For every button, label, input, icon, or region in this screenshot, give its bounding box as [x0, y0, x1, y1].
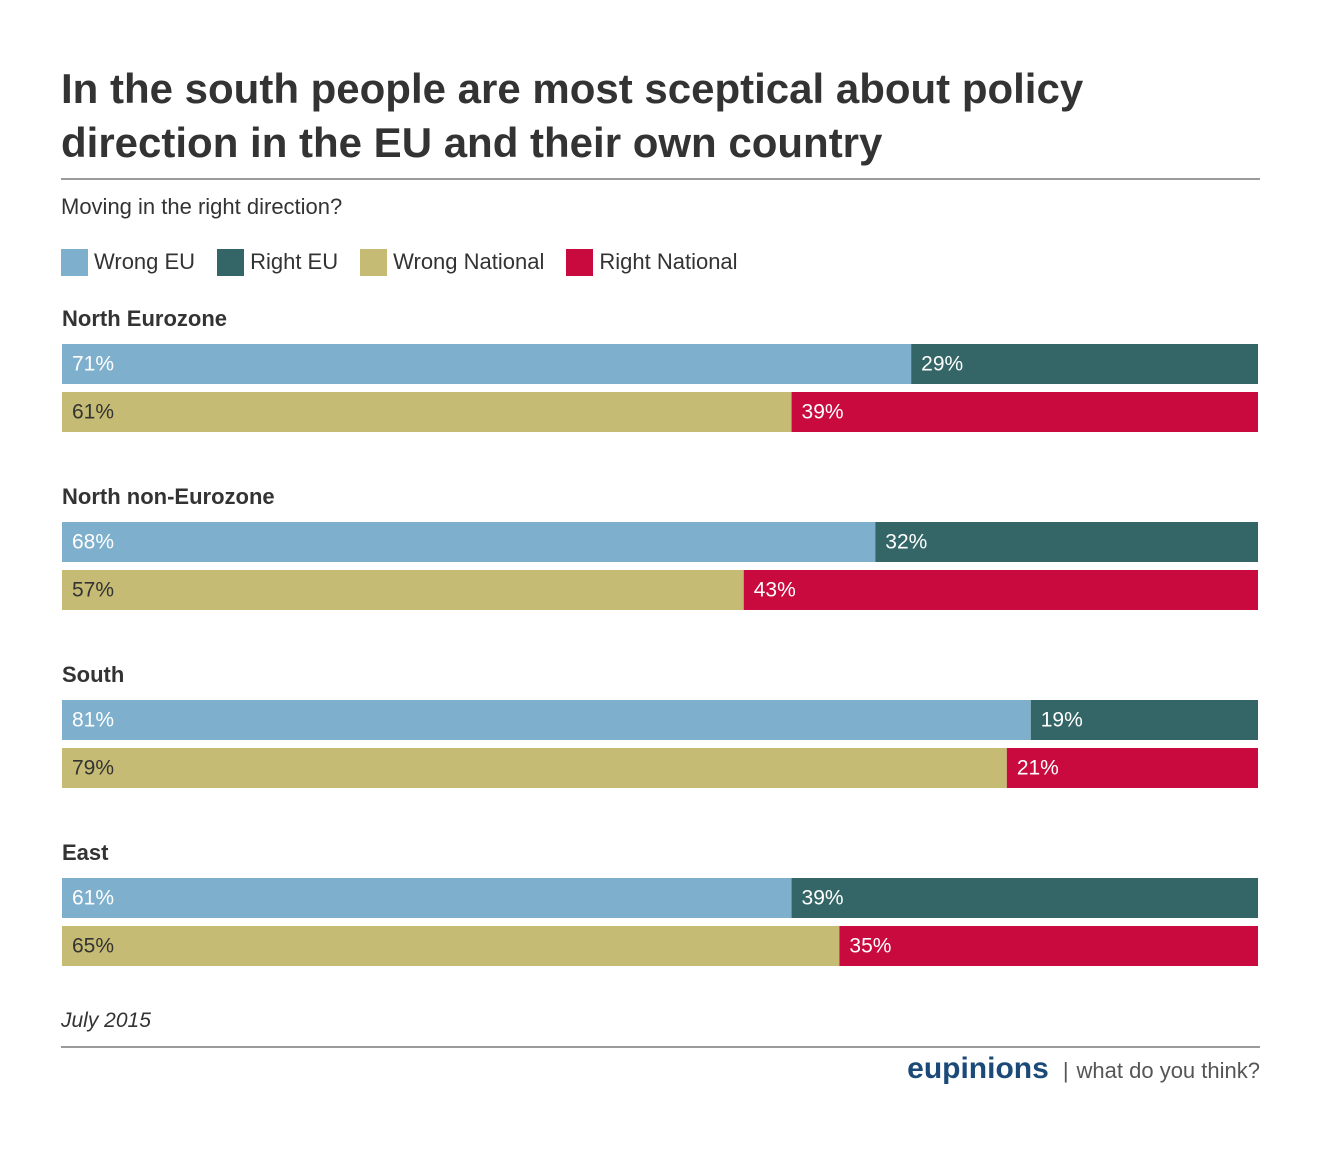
data-label-north-non-eurozone-wrong-eu: 68%: [72, 531, 114, 554]
data-label-north-eurozone-right-national: 39%: [802, 401, 844, 424]
legend-item-wrong-national: Wrong National: [360, 248, 545, 276]
bar-north-non-eurozone-wrong-eu: [62, 522, 876, 562]
data-label-east-wrong-national: 65%: [72, 935, 114, 958]
footer-divider: [61, 1046, 1260, 1048]
data-label-south-right-national: 21%: [1017, 757, 1059, 780]
data-label-north-non-eurozone-right-national: 43%: [754, 579, 796, 602]
bar-south-right-eu: [1030, 700, 1258, 740]
bar-north-non-eurozone-right-eu: [875, 522, 1258, 562]
bar-north-eurozone-wrong-eu: [62, 344, 912, 384]
legend-swatch-wrong-eu: [61, 248, 88, 276]
brand-logo: eupinions: [907, 1052, 1049, 1085]
footer-tagline: what do you think?: [1076, 1058, 1260, 1083]
data-label-north-non-eurozone-right-eu: 32%: [885, 531, 927, 554]
data-label-east-right-national: 35%: [849, 935, 891, 958]
bar-east-right-national: [839, 926, 1258, 966]
legend-swatch-wrong-national: [360, 248, 388, 276]
data-label-north-eurozone-wrong-eu: 71%: [72, 353, 114, 376]
data-label-east-right-eu: 39%: [802, 887, 844, 910]
legend-label-right-national: Right National: [599, 249, 738, 274]
legend-label-right-eu: Right EU: [250, 249, 339, 274]
legend-label-wrong-national: Wrong National: [393, 249, 545, 274]
legend-item-right-national: Right National: [566, 248, 738, 276]
chart-title: In the south people are most sceptical a…: [61, 65, 1084, 166]
bar-east-wrong-eu: [62, 878, 792, 918]
data-label-east-wrong-eu: 61%: [72, 887, 114, 910]
data-label-north-eurozone-wrong-national: 61%: [72, 401, 114, 424]
bar-north-eurozone-right-eu: [911, 344, 1258, 384]
group-label-south: South: [62, 662, 124, 687]
bar-north-eurozone-right-national: [791, 392, 1258, 432]
legend-label-wrong-eu: Wrong EU: [94, 249, 196, 274]
legend-item-right-eu: Right EU: [217, 248, 339, 276]
data-label-south-wrong-national: 79%: [72, 757, 114, 780]
data-label-north-eurozone-right-eu: 29%: [921, 353, 963, 376]
bar-east-wrong-national: [62, 926, 840, 966]
stacked-bar-chart: North Eurozone 71% 29% 61% 39% North non-Euro…: [62, 306, 1258, 966]
footer-separator: |: [1062, 1058, 1069, 1083]
footer: eupinions | what do you think?: [907, 1052, 1260, 1086]
data-label-north-non-eurozone-wrong-national: 57%: [72, 579, 114, 602]
group-label-east: East: [62, 840, 109, 865]
data-label-south-wrong-eu: 81%: [72, 709, 114, 732]
bar-north-eurozone-wrong-national: [62, 392, 792, 432]
legend: Wrong EU Right EU Wrong National Right N…: [61, 247, 760, 277]
bar-north-non-eurozone-right-national: [743, 570, 1258, 610]
bar-north-non-eurozone-wrong-national: [62, 570, 744, 610]
bar-east-right-eu: [791, 878, 1258, 918]
bar-south-wrong-national: [62, 748, 1007, 788]
group-label-north-non-eurozone: North non-Eurozone: [62, 484, 275, 509]
group-label-north-eurozone: North Eurozone: [62, 306, 227, 331]
legend-item-wrong-eu: Wrong EU: [61, 248, 196, 276]
chart-subtitle: Moving in the right direction?: [61, 194, 343, 219]
title-divider: [61, 178, 1260, 180]
bar-south-wrong-eu: [62, 700, 1031, 740]
survey-date: July 2015: [61, 1009, 151, 1032]
legend-swatch-right-national: [566, 248, 594, 276]
data-label-south-right-eu: 19%: [1041, 709, 1083, 732]
bar-south-right-national: [1006, 748, 1258, 788]
legend-swatch-right-eu: [217, 248, 245, 276]
